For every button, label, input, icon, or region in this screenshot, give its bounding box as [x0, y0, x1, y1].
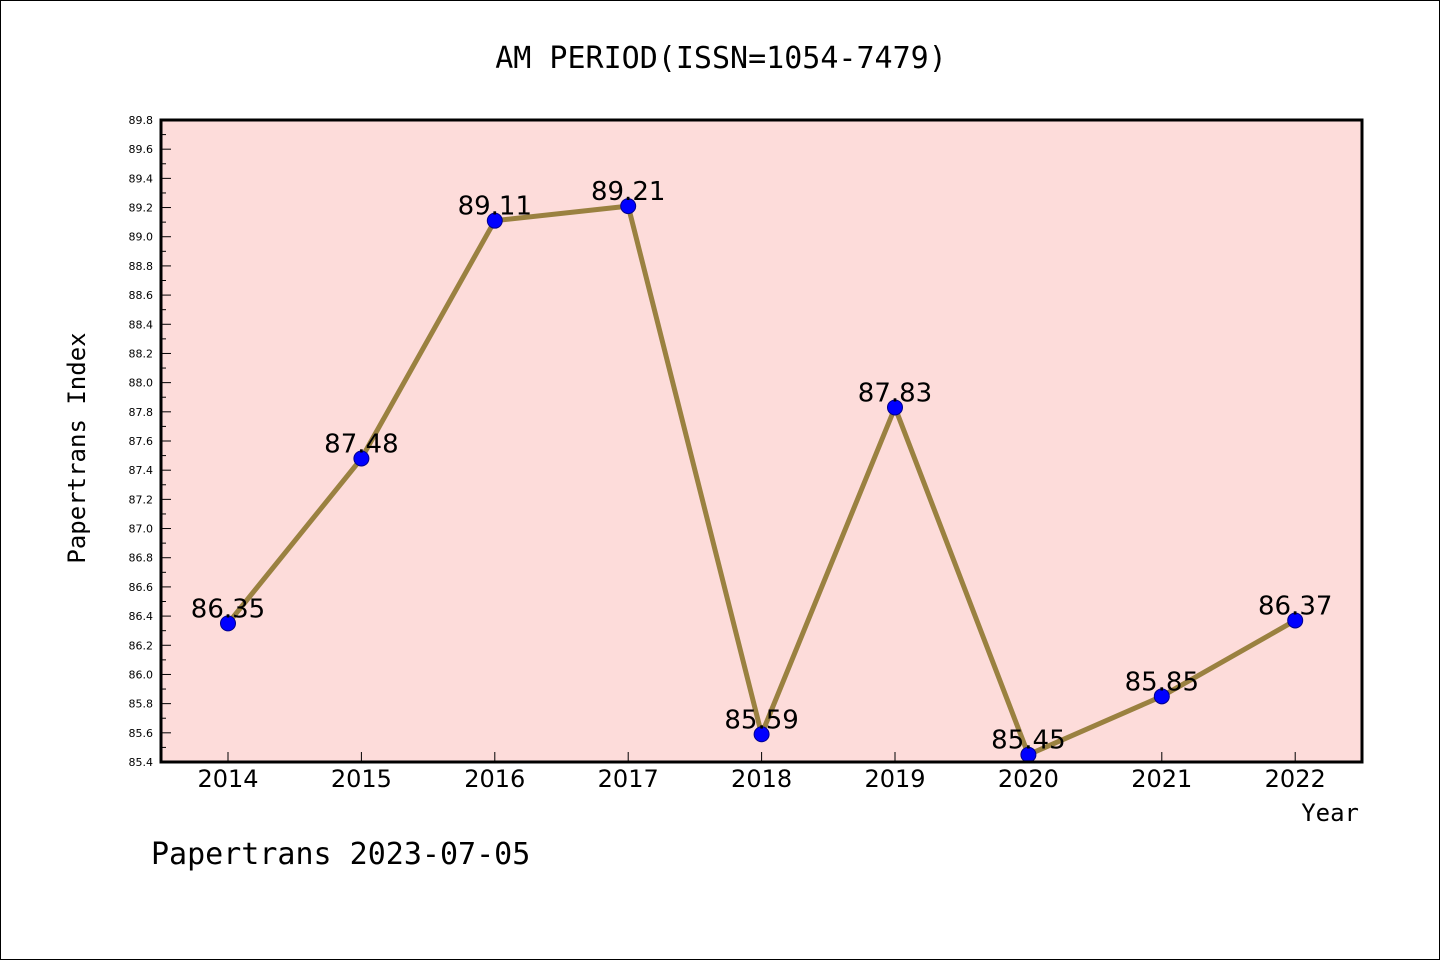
y-tick-label: 85.8 [129, 698, 154, 711]
x-tick-label: 2018 [731, 765, 792, 793]
data-point [753, 726, 770, 743]
data-label: 85.45 [991, 726, 1065, 756]
data-label: 89.21 [591, 177, 665, 207]
y-tick-label: 87.6 [129, 435, 154, 448]
y-tick-label: 86.6 [129, 581, 154, 594]
data-point [486, 212, 503, 229]
x-tick-label: 2016 [464, 765, 525, 793]
data-label: 85.85 [1125, 667, 1199, 697]
y-tick-label: 86.2 [129, 639, 154, 652]
plot-border [159, 118, 1364, 764]
y-tick-label: 89.0 [129, 231, 154, 244]
y-tick-label: 87.8 [129, 406, 154, 419]
x-tick-label: 2014 [197, 765, 258, 793]
y-tick-label: 89.8 [129, 114, 154, 127]
x-axis-label: Year [1301, 799, 1359, 827]
y-tick-label: 86.8 [129, 552, 154, 565]
data-point [220, 615, 236, 632]
data-label: 89.11 [458, 192, 532, 222]
x-tick-label: 2019 [864, 765, 925, 793]
y-axis-label: Papertrans Index [63, 332, 91, 563]
y-tick-label: 86.0 [129, 668, 154, 681]
y-tick-label: 89.4 [129, 172, 154, 185]
y-tick-label: 88.0 [129, 377, 154, 390]
y-tick-label: 87.0 [129, 523, 154, 536]
data-point [353, 450, 370, 467]
data-point [887, 399, 903, 416]
y-tick-label: 88.4 [129, 318, 154, 331]
x-tick-label: 2021 [1131, 765, 1192, 793]
x-tick-label: 2017 [598, 765, 659, 793]
y-tick-label: 88.8 [129, 260, 154, 273]
data-label: 86.37 [1258, 591, 1332, 621]
x-tick-label: 2020 [998, 765, 1059, 793]
y-axis: 85.4 85.6 85.8 86.0 86.2 86.4 86.6 86.8 87.0 87.2… [129, 114, 171, 769]
y-tick-label: 88.2 [129, 347, 154, 360]
y-tick-label: 88.6 [129, 289, 154, 302]
x-tick-label: 2022 [1265, 765, 1326, 793]
y-tick-label: 89.6 [129, 143, 154, 156]
x-axis: 2014 2015 2016 2017 2018 2019 2020 2021 2022 [197, 752, 1326, 793]
x-tick-label: 2015 [331, 765, 392, 793]
data-label: 86.35 [191, 594, 265, 624]
data-label: 85.59 [724, 705, 798, 735]
chart-title: AM PERIOD(ISSN=1054-7479) [495, 41, 947, 76]
data-point [620, 198, 637, 215]
data-label: 87.48 [324, 430, 398, 460]
series-group: 86.35 87.48 89.11 89.21 85.59 87.83 85.45 85.85… [191, 177, 1332, 763]
plot-area [161, 120, 1362, 762]
data-label: 87.83 [858, 378, 932, 408]
data-point [1153, 688, 1170, 705]
y-tick-label: 89.2 [129, 202, 154, 215]
y-tick-label: 85.6 [129, 727, 154, 740]
data-point [1287, 612, 1304, 629]
footer-text: Papertrans 2023-07-05 [151, 837, 530, 872]
y-tick-label: 87.2 [129, 493, 154, 506]
y-tick-label: 87.4 [129, 464, 154, 477]
y-tick-label: 85.4 [129, 756, 154, 769]
y-tick-label: 86.4 [129, 610, 154, 623]
